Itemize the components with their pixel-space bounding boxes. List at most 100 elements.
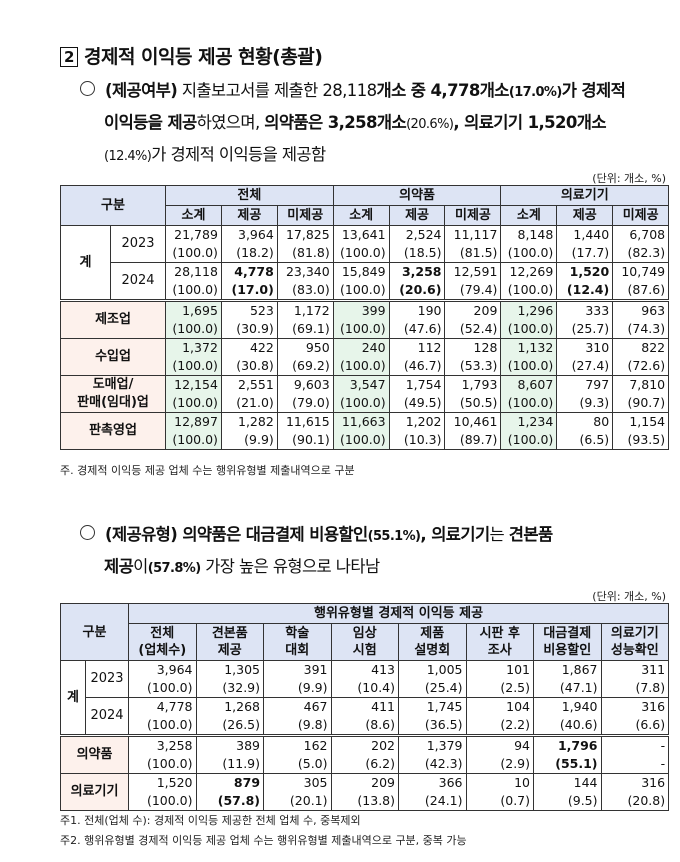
header-group: 전체 (165, 185, 334, 206)
data-cell: 10,749 (87.6) (612, 262, 670, 301)
cell-percent: (6.5) (579, 432, 610, 447)
header-subcol: 제공 (388, 205, 446, 226)
data-cell: 391 (9.9) (263, 660, 332, 698)
data-cell: 411 (8.6) (330, 697, 400, 736)
cell-percent: (100.0) (340, 395, 386, 410)
data-cell: 1,305 (32.9) (195, 660, 265, 698)
cell-percent: (10.4) (357, 680, 396, 695)
cell-count: - (660, 738, 666, 753)
header-row: 전체 (업체수) 견본품 제공 학술 대회 임상 시험 제품 설명회 시판 후 조사 대금결… (61, 623, 670, 661)
data-cell: 413 (10.4) (330, 660, 400, 698)
cell-percent: (5.0) (297, 756, 328, 771)
cell-count: 15,849 (341, 264, 386, 279)
data-cell: 28,118 (100.0) (165, 262, 222, 301)
para-text: , 의료기기 1,520개소 (453, 113, 606, 132)
table-row: 계 2023 3,964 (100.0) 1,305 (32.9) 391 (9.9) 413 (… (60, 660, 670, 736)
cell-percent: (90.1) (292, 432, 330, 447)
cell-count: 4,778 (234, 264, 274, 279)
cell-percent: (74.3) (627, 321, 666, 336)
data-cell: 311 (7.8) (600, 660, 670, 698)
data-cell: 316 (20.8) (600, 773, 670, 811)
cell-count: 4,778 (156, 699, 193, 714)
section-number: 2 (60, 47, 78, 67)
cell-percent: (2.2) (500, 717, 531, 732)
row-label-year: 2024 (109, 262, 167, 301)
data-cell: 1,745 (36.5) (398, 697, 467, 736)
cell-count: 305 (303, 775, 328, 790)
para-text: 개소 중 4,778개소 (376, 81, 510, 100)
cell-percent: (13.8) (357, 793, 396, 808)
para-text: (20.6%) (406, 117, 454, 132)
table-row: 도매업/ 판매(임대)업 12,154 (100.0) 2,551 (21.0) 9,60… (59, 375, 670, 413)
table-row: 2024 28,118 (100.0) 4,778 (17.0) 23,340 (83.0)… (61, 262, 670, 301)
data-cell: 240 (100.0) (332, 338, 390, 376)
cell-percent: (21.0) (236, 395, 274, 410)
cell-count: 1,796 (557, 738, 598, 753)
data-cell: 190 (47.6) (388, 299, 446, 339)
cell-count: 112 (417, 340, 442, 355)
data-cell: 12,591 (79.4) (444, 262, 502, 301)
data-cell: 1,268 (26.5) (195, 697, 265, 736)
header-col: 전체 (업체수) (128, 623, 197, 661)
para-text: (55.1%) (367, 529, 421, 544)
header-col: 견본품 제공 (195, 623, 265, 661)
table-row: 판촉영업 12,897 (100.0) 1,282 (9.9) 11,615 (90.1) 1… (59, 412, 670, 450)
cell-count: 10 (514, 775, 531, 790)
header-col: 시판 후 조사 (465, 623, 535, 661)
para-label: (제공유형) (105, 525, 178, 544)
cell-percent: (0.7) (500, 793, 531, 808)
data-cell: 399 (100.0) (332, 299, 390, 339)
cell-percent: (9.8) (297, 717, 328, 732)
cell-percent: (89.7) (459, 432, 498, 447)
cell-percent: (69.2) (292, 358, 330, 373)
cell-count: 12,269 (509, 264, 554, 279)
cell-percent: (55.1) (555, 756, 598, 771)
cell-percent: (27.4) (571, 358, 610, 373)
data-cell: 10,461 (89.7) (444, 412, 502, 450)
data-cell: 1,520 (12.4) (556, 262, 614, 301)
cell-percent: (82.3) (627, 245, 666, 260)
para-text: 는 (489, 525, 509, 544)
cell-count: 316 (641, 775, 666, 790)
cell-count: 11,615 (285, 414, 330, 429)
row-label-year: 2024 (84, 697, 130, 736)
cell-count: 1,754 (405, 377, 442, 392)
data-cell: 1,940 (40.6) (533, 697, 602, 736)
cell-count: 411 (371, 699, 396, 714)
data-cell: 144 (9.5) (533, 773, 602, 811)
cell-count: 1,154 (629, 414, 666, 429)
cell-count: 8,148 (517, 227, 554, 242)
header-subcol: 소계 (165, 205, 222, 226)
cell-count: 1,372 (182, 340, 218, 355)
table2-note-2: 주2. 행위유형별 경제적 이익등 제공 업체 수는 행위유형별 제출내역으로 … (60, 834, 467, 847)
data-cell: 822 (72.6) (612, 338, 670, 376)
cell-count: 1,234 (517, 414, 554, 429)
para-text: 이익등을 제공 (104, 113, 197, 132)
table-row: 수입업 1,372 (100.0) 422 (30.8) 950 (69.2) 240 (100… (59, 338, 670, 376)
cell-percent: (100.0) (172, 358, 218, 373)
data-cell: 797 (9.3) (556, 375, 614, 413)
cell-percent: (9.9) (244, 432, 274, 447)
cell-count: 1,132 (517, 340, 554, 355)
data-cell: 316 (6.6) (600, 697, 670, 736)
row-label: 수입업 (59, 338, 167, 376)
cell-percent: (100.0) (340, 432, 386, 447)
header-subcol: 소계 (332, 205, 390, 226)
row-label: 도매업/ 판매(임대)업 (59, 375, 167, 413)
data-cell: 1,202 (10.3) (388, 412, 446, 450)
cell-count: 879 (233, 775, 261, 790)
cell-count: 7,810 (629, 377, 666, 392)
cell-percent: (47.6) (403, 321, 442, 336)
cell-count: 202 (371, 738, 396, 753)
row-label-total: 계 (60, 660, 86, 736)
cell-count: 1,305 (224, 662, 261, 677)
cell-count: 3,258 (401, 264, 442, 279)
para-text: , 의료기기 (420, 525, 490, 544)
table-row: 의료기기 1,520 (100.0) 879 (57.8) 305 (20.1) 209 (13… (59, 773, 670, 811)
data-cell: 104 (2.2) (465, 697, 535, 736)
data-cell: 4,778 (17.0) (220, 262, 278, 301)
data-cell: 101 (2.5) (465, 660, 535, 698)
data-cell: 1,172 (69.1) (276, 299, 334, 339)
cell-count: 10,461 (453, 414, 498, 429)
cell-count: 1,940 (561, 699, 598, 714)
